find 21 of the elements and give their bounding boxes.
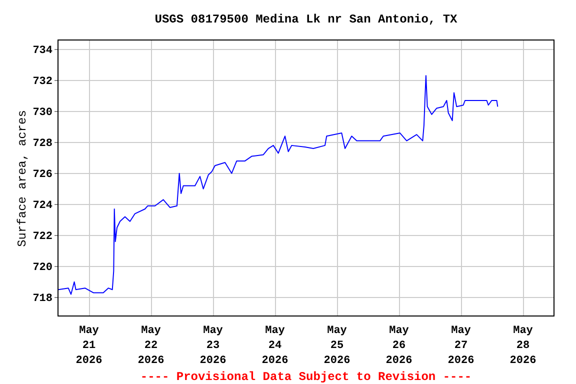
y-tick-label: 734	[32, 44, 53, 57]
x-tick-label: May 28 2026	[510, 325, 536, 367]
x-tick-label: May 21 2026	[76, 325, 102, 367]
y-tick-label: 724	[32, 200, 53, 212]
x-tick-label: May 25 2026	[324, 325, 350, 367]
text: ---- Provisional Data Subject to Revision ----	[140, 370, 472, 384]
y-tick-label: 730	[32, 106, 52, 119]
x-tick-label: May 24 2026	[262, 325, 288, 367]
x-tick-label: May 23 2026	[200, 325, 226, 367]
y-tick-label: 728	[32, 138, 53, 150]
y-tick-label: 732	[32, 76, 52, 88]
y-axis-title: Surface area, acres	[16, 110, 30, 247]
line-series	[58, 75, 498, 295]
x-tick-label: May 22 2026	[138, 325, 164, 367]
x-tick-label: May 26 2026	[386, 325, 412, 367]
y-tick-label: 726	[32, 168, 52, 181]
y-tick-label: 720	[32, 262, 52, 274]
chart-title: USGS 08179500 Medina Lk nr San Antonio, TX	[154, 12, 458, 26]
y-tick-label: 718	[32, 292, 53, 305]
y-tick-label: 722	[32, 230, 52, 243]
x-tick-label: May 27 2026	[448, 325, 474, 367]
